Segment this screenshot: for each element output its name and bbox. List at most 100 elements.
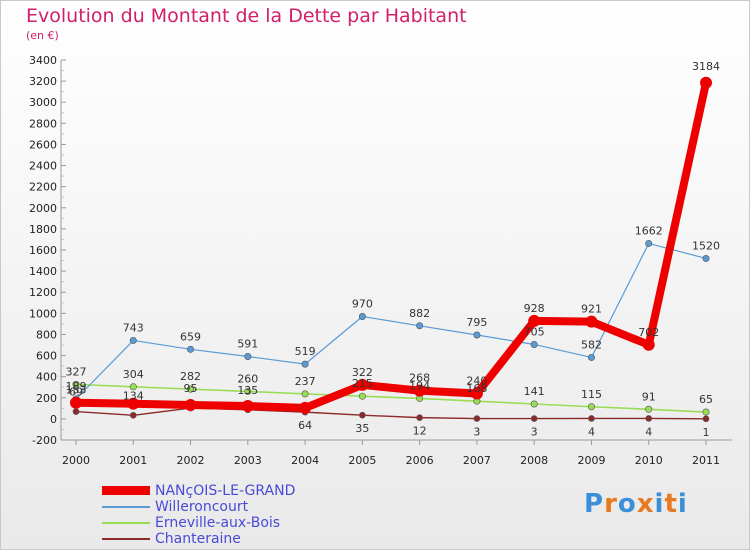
y-tick-label: 1000 (29, 307, 57, 320)
legend-label: Chanteraine (155, 531, 241, 547)
y-tick-label: 2400 (29, 160, 57, 173)
x-tick-label: 2007 (463, 454, 491, 467)
data-label: 189 (66, 380, 87, 393)
data-label: 135 (237, 384, 258, 397)
proxiti-logo: Proxiti (584, 489, 688, 519)
x-tick-label: 2006 (406, 454, 434, 467)
series-point (642, 338, 655, 351)
series-point (413, 384, 426, 397)
x-tick-label: 2010 (635, 454, 663, 467)
logo-letter: t (664, 489, 678, 519)
logo-letter: i (677, 489, 688, 519)
data-label: 35 (355, 422, 369, 435)
logo-letter: o (617, 489, 637, 519)
series-point (530, 400, 538, 408)
series-point (587, 353, 595, 361)
data-label: 91 (642, 390, 656, 403)
data-label: 1662 (635, 224, 663, 237)
x-tick-label: 2001 (119, 454, 147, 467)
y-tick-label: 1600 (29, 244, 57, 257)
data-label: 168 (466, 382, 487, 395)
series-point (700, 76, 712, 89)
series-point (187, 345, 195, 353)
data-label: 591 (237, 338, 258, 351)
series-layer (70, 76, 712, 423)
data-label: 12 (413, 425, 427, 438)
data-label: 268 (409, 372, 430, 385)
data-label: 4 (588, 425, 595, 438)
series-line-3 (75, 407, 707, 420)
y-tick-label: 1800 (29, 223, 57, 236)
y-tick-label: 3000 (29, 96, 57, 109)
series-point (244, 387, 252, 395)
legend-label: Erneville-aux-Bois (155, 515, 281, 531)
series-point (530, 340, 538, 348)
data-label: 705 (524, 325, 545, 338)
series-line-1 (75, 242, 707, 400)
data-label: 115 (581, 388, 602, 401)
data-label: 795 (466, 316, 487, 329)
series-point (416, 414, 423, 421)
data-label: 240 (466, 375, 487, 388)
y-tick-label: 3200 (29, 75, 57, 88)
series-point (301, 390, 309, 398)
legend-label: Willeroncourt (155, 499, 249, 515)
data-label: 882 (409, 307, 430, 320)
series-point (473, 415, 481, 422)
data-label: 1 (703, 426, 710, 439)
series-point (702, 415, 710, 423)
y-tick-label: 2000 (29, 202, 57, 215)
y-tick-label: 1400 (29, 265, 57, 278)
data-label: 237 (295, 375, 316, 388)
series-point (72, 380, 80, 388)
series-point (645, 415, 653, 422)
series-line-2 (75, 383, 707, 413)
y-tick-label: -200 (32, 434, 57, 447)
legend-swatch (102, 506, 150, 508)
data-label: 970 (352, 298, 373, 311)
y-tick-label: 200 (36, 392, 57, 405)
series-point (70, 396, 82, 409)
series-point (127, 397, 140, 410)
chart-title: Evolution du Montant de la Dette par Hab… (26, 5, 467, 27)
data-label: 282 (180, 370, 201, 383)
logo-letter: x (636, 489, 655, 519)
data-label: 134 (123, 389, 144, 402)
data-label: 928 (524, 302, 545, 315)
data-label: 65 (699, 393, 713, 406)
x-tick-label: 2004 (291, 454, 319, 467)
series-point (645, 405, 653, 413)
data-label: 141 (524, 385, 545, 398)
chart-subtitle: (en €) (26, 29, 59, 42)
series-point (358, 312, 366, 320)
series-point (416, 322, 424, 330)
series-point (244, 353, 252, 361)
legend-swatch (102, 538, 150, 540)
y-tick-label: 2200 (29, 181, 57, 194)
series-point (301, 360, 309, 368)
series-point (241, 400, 254, 413)
legend-label: NANçOIS-LE-GRAND (155, 483, 296, 499)
y-tick-label: 1200 (29, 286, 57, 299)
series-point (358, 392, 366, 400)
series-point (129, 336, 137, 344)
data-label: 64 (298, 419, 312, 432)
data-label: 95 (184, 382, 198, 395)
data-label: 3 (531, 426, 538, 439)
series-point (187, 385, 195, 393)
series-point (129, 383, 137, 391)
data-label: 3 (473, 426, 480, 439)
legend-swatch (102, 522, 150, 524)
series-point (585, 315, 598, 328)
y-tick-label: 0 (50, 413, 57, 426)
logo-letter: r (604, 489, 618, 519)
y-tick-label: 800 (36, 328, 57, 341)
data-label: 921 (581, 303, 602, 316)
series-point (588, 415, 595, 422)
data-label: 69 (69, 386, 83, 399)
series-point (299, 401, 312, 414)
y-tick-label: 2800 (29, 117, 57, 130)
series-point (356, 378, 369, 391)
